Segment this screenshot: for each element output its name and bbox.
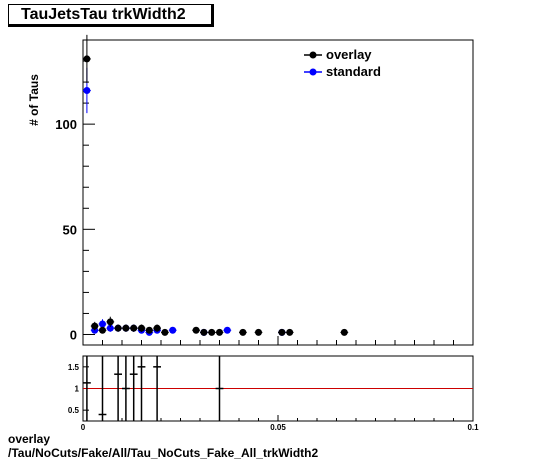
standard-point: [99, 320, 106, 328]
overlay-point: [99, 326, 106, 334]
overlay-point: [91, 322, 99, 330]
main-axes: 0 50 100: [55, 60, 474, 345]
overlay-point: [122, 324, 130, 332]
legend-overlay-marker: [309, 51, 317, 59]
caption-sample: overlay: [8, 432, 51, 446]
overlay-point: [114, 324, 122, 332]
ratio-y-tick-label: 0.5: [68, 406, 80, 415]
standard-point: [106, 324, 114, 332]
ratio-x-tick-label: 0.1: [467, 423, 479, 432]
ratio-x-tick-label: 0.05: [270, 423, 286, 432]
legend-standard-marker: [309, 68, 317, 76]
overlay-point: [161, 328, 169, 336]
overlay-point: [286, 328, 294, 336]
overlay-point: [208, 328, 216, 336]
legend-overlay-label: overlay: [326, 47, 372, 62]
caption-path: /Tau/NoCuts/Fake/All/Tau_NoCuts_Fake_All…: [8, 446, 319, 460]
y-tick-label: 50: [63, 222, 77, 237]
overlay-point: [138, 324, 145, 332]
overlay-point: [255, 328, 262, 336]
standard-point: [223, 326, 231, 334]
overlay-point: [216, 328, 223, 336]
overlay-point: [83, 55, 91, 63]
y-tick-label: 0: [70, 327, 77, 342]
standard-point: [83, 86, 91, 94]
ratio-x-tick-label: 0: [81, 423, 86, 432]
overlay-point: [153, 324, 161, 332]
main-marks: [83, 34, 349, 336]
ratio-y-tick-label: 1: [75, 385, 80, 394]
ratio-marks: [83, 356, 224, 421]
plot-title: TauJetsTau trkWidth2: [8, 4, 214, 27]
legend: overlay standard: [304, 47, 381, 79]
y-tick-label: 100: [55, 117, 77, 132]
ratio-y-tick-label: 1.5: [68, 363, 80, 372]
overlay-point: [278, 328, 286, 336]
overlay-point: [106, 318, 114, 326]
y-axis-label: # of Taus: [27, 74, 41, 126]
overlay-point: [239, 328, 247, 336]
ratio-axes: 0 0.05 0.1 0.5 1 1.5: [68, 363, 479, 432]
overlay-point: [130, 324, 138, 332]
standard-point: [169, 326, 177, 334]
overlay-point: [145, 326, 153, 334]
main-plot-frame: [82, 39, 474, 346]
overlay-point: [200, 328, 208, 336]
overlay-point: [192, 326, 200, 334]
legend-standard-label: standard: [326, 64, 381, 79]
overlay-point: [340, 328, 348, 336]
